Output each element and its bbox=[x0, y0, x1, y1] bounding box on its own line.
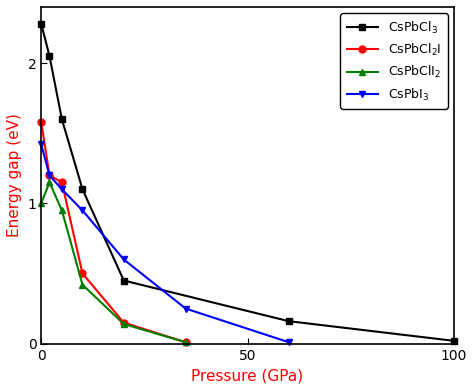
Line: CsPbCl$_2$I: CsPbCl$_2$I bbox=[38, 119, 189, 346]
CsPbClI$_2$ bbox=[80, 282, 85, 287]
CsPbCl$_3$ bbox=[286, 319, 292, 324]
CsPbI$_3$ bbox=[121, 257, 127, 262]
CsPbI$_3$ bbox=[183, 306, 189, 311]
Legend: CsPbCl$_3$, CsPbCl$_2$I, CsPbClI$_2$, CsPbI$_3$: CsPbCl$_3$, CsPbCl$_2$I, CsPbClI$_2$, Cs… bbox=[340, 13, 447, 109]
CsPbClI$_2$ bbox=[183, 340, 189, 345]
CsPbI$_3$ bbox=[286, 340, 292, 345]
Y-axis label: Energy gap (eV): Energy gap (eV) bbox=[7, 113, 22, 237]
CsPbCl$_2$I bbox=[121, 320, 127, 325]
CsPbI$_3$ bbox=[59, 187, 65, 191]
Line: CsPbCl$_3$: CsPbCl$_3$ bbox=[38, 20, 457, 344]
CsPbCl$_3$ bbox=[80, 187, 85, 191]
CsPbCl$_3$ bbox=[451, 339, 457, 343]
CsPbCl$_2$I bbox=[59, 180, 65, 184]
CsPbCl$_3$ bbox=[46, 54, 52, 58]
CsPbClI$_2$ bbox=[59, 208, 65, 213]
CsPbCl$_2$I bbox=[38, 120, 44, 124]
CsPbCl$_3$ bbox=[121, 278, 127, 283]
X-axis label: Pressure (GPa): Pressure (GPa) bbox=[191, 368, 304, 383]
CsPbCl$_2$I bbox=[183, 340, 189, 345]
CsPbI$_3$ bbox=[38, 142, 44, 147]
CsPbCl$_3$ bbox=[59, 117, 65, 122]
CsPbI$_3$ bbox=[80, 208, 85, 213]
CsPbClI$_2$ bbox=[46, 180, 52, 184]
CsPbCl$_2$I bbox=[80, 271, 85, 276]
CsPbI$_3$ bbox=[46, 173, 52, 177]
Line: CsPbI$_3$: CsPbI$_3$ bbox=[38, 141, 292, 346]
CsPbClI$_2$ bbox=[121, 322, 127, 326]
Line: CsPbClI$_2$: CsPbClI$_2$ bbox=[38, 179, 189, 346]
CsPbCl$_3$ bbox=[38, 21, 44, 26]
CsPbClI$_2$ bbox=[38, 201, 44, 206]
CsPbCl$_2$I bbox=[46, 173, 52, 177]
